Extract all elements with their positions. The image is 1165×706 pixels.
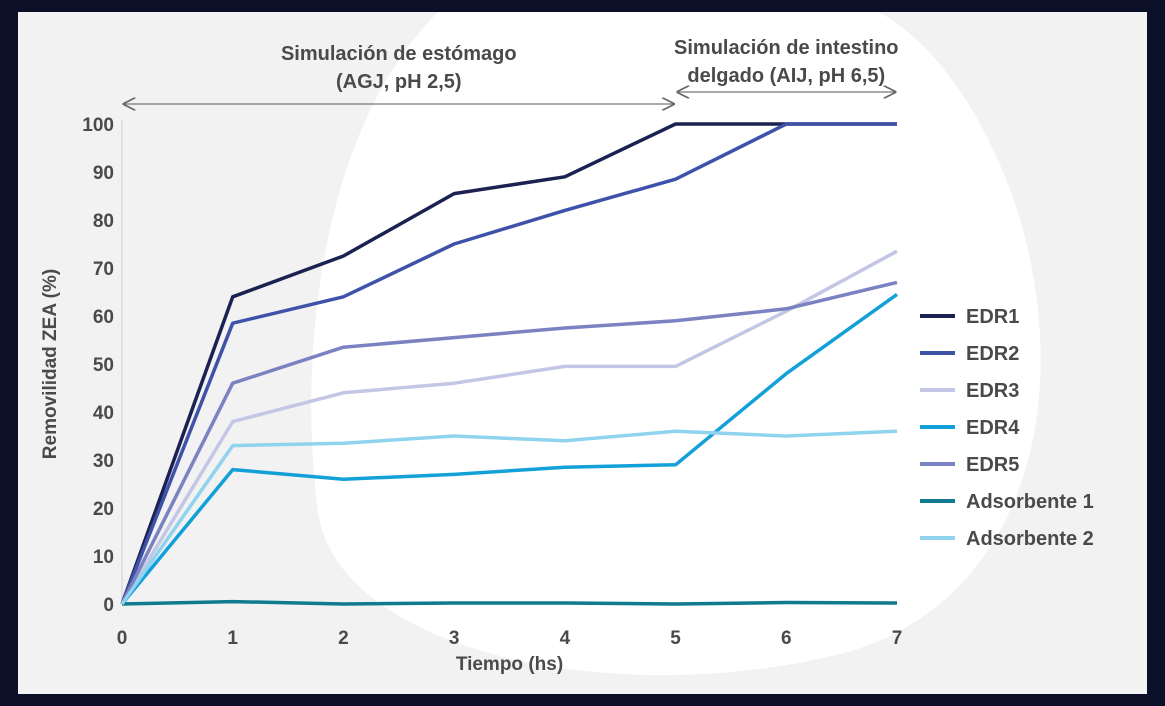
series-line-edr5 (120, 280, 898, 605)
x-tick-label: 4 (560, 628, 571, 649)
series-line-adsorbente-1 (121, 599, 898, 606)
x-axis-label: Tiempo (hs) (456, 654, 563, 675)
y-tick-label: 80 (93, 211, 114, 232)
legend-label: EDR3 (966, 380, 1019, 402)
x-tick-label: 7 (892, 628, 903, 649)
legend-label: Adsorbente 2 (966, 528, 1094, 550)
y-tick-label: 50 (93, 355, 114, 376)
series-line-adsorbente-2 (120, 429, 898, 606)
y-tick-label: 60 (93, 307, 114, 328)
legend-label: Adsorbente 1 (966, 491, 1094, 513)
y-tick-label: 40 (93, 403, 114, 424)
x-tick-label: 5 (670, 628, 681, 649)
watermark-shape (311, 12, 1041, 676)
legend-label: EDR2 (966, 343, 1019, 365)
y-tick-label: 90 (93, 163, 114, 184)
x-tick-label: 1 (227, 628, 238, 649)
legend-label: EDR4 (966, 417, 1020, 439)
y-tick-label: 70 (93, 259, 114, 280)
series-line-edr2 (120, 122, 897, 605)
y-tick-label: 0 (103, 595, 114, 616)
x-tick-label: 0 (117, 628, 128, 649)
range-annotation-text: (AGJ, pH 2,5) (336, 71, 462, 93)
legend-label: EDR5 (966, 454, 1019, 476)
y-tick-label: 20 (93, 499, 114, 520)
x-tick-label: 3 (449, 628, 460, 649)
chart-frame: 0 10 20 30 40 50 60 70 80 90 100 0 1 2 3 4 5 6 7 Tiempo (hs… (18, 12, 1147, 694)
range-annotation-text: Simulación de intestino (674, 37, 898, 59)
y-tick-label: 10 (93, 547, 114, 568)
y-axis-label: Removilidad ZEA (%) (40, 269, 61, 459)
series-line-edr1 (120, 122, 897, 605)
legend-label: EDR1 (966, 306, 1019, 328)
series-line-edr3 (120, 249, 898, 605)
x-tick-label: 2 (338, 628, 349, 649)
y-tick-label: 100 (82, 115, 114, 136)
series-line-edr4 (120, 292, 899, 606)
line-chart: 0 10 20 30 40 50 60 70 80 90 100 0 1 2 3 4 5 6 7 Tiempo (hs… (40, 12, 1094, 676)
range-annotation-text: delgado (AIJ, pH 6,5) (687, 65, 885, 87)
range-annotation-text: Simulación de estómago (281, 43, 517, 65)
y-tick-label: 30 (93, 451, 114, 472)
x-tick-label: 6 (781, 628, 792, 649)
